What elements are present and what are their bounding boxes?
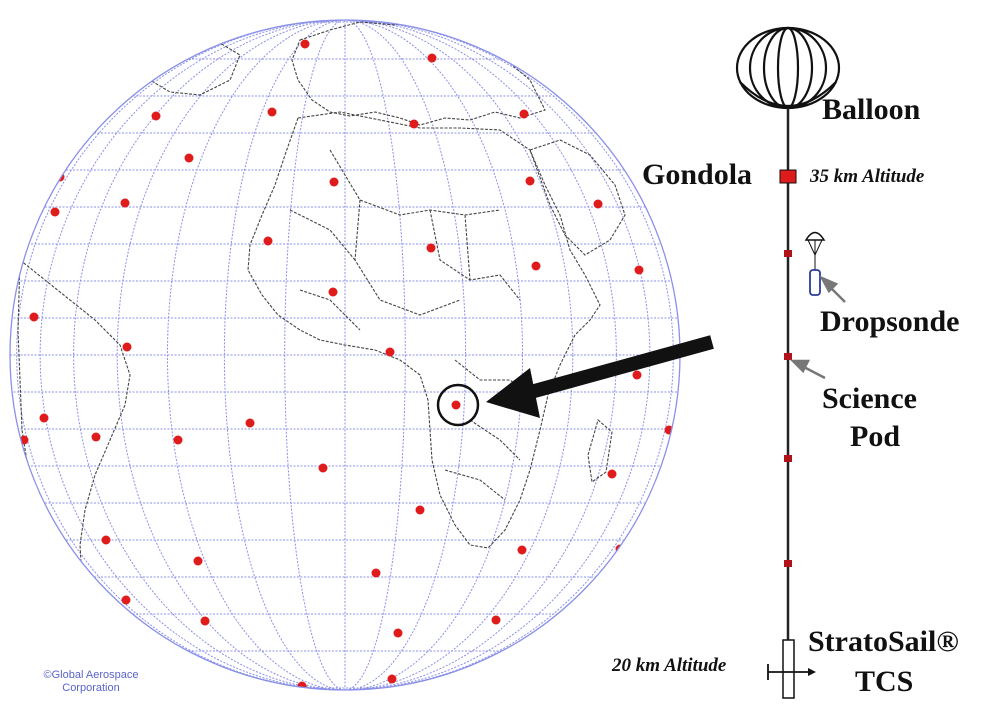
station-dot [318, 463, 328, 473]
station-dot [193, 556, 203, 566]
station-dot [487, 37, 497, 47]
station-dot [267, 107, 277, 117]
station-dot [184, 153, 194, 163]
station-dot [393, 628, 403, 638]
continent-outlines [17, 20, 626, 626]
station-dot [451, 400, 461, 410]
dropsonde-icon [804, 231, 826, 296]
globe [10, 8, 680, 690]
science-pod-label-1: Science [822, 382, 917, 415]
station-dot [415, 505, 425, 515]
station-dot [122, 342, 132, 352]
station-dot [29, 312, 39, 322]
station-dot [455, 683, 465, 690]
station-dot [120, 198, 130, 208]
tcs-icon [767, 639, 816, 699]
altitude-bottom-label: 20 km Altitude [612, 655, 727, 676]
station-dot [50, 207, 60, 217]
altitude-top-label: 35 km Altitude [810, 166, 925, 187]
balloon-label: Balloon [822, 93, 921, 126]
station-dot [329, 177, 339, 187]
station-dot [632, 370, 642, 380]
gondola-icon [779, 169, 797, 184]
station-dot [263, 236, 273, 246]
station-dot [387, 674, 397, 684]
station-dot [245, 418, 255, 428]
tether-node [784, 250, 792, 257]
meridian-line [39, 20, 651, 690]
stratosail-label-2: TCS [855, 665, 914, 698]
station-dot [409, 119, 419, 129]
stratosail-label-1: StratoSail® [808, 625, 959, 658]
station-dot [593, 199, 603, 209]
credit-line-1: ©Global Aerospace [43, 669, 139, 681]
station-dot [491, 615, 501, 625]
tether-node [784, 455, 792, 462]
pointer-arrow [789, 275, 846, 380]
station-dot [328, 287, 338, 297]
station-dot [101, 535, 111, 545]
station-dot [297, 681, 307, 690]
gondola-label: Gondola [642, 158, 753, 191]
station-dot [634, 265, 644, 275]
highlight-circle [436, 383, 480, 427]
station-dot [121, 595, 131, 605]
credit-line-2: Corporation [62, 682, 120, 694]
station-dot [39, 413, 49, 423]
dropsonde-label: Dropsonde [820, 305, 960, 338]
station-dot [427, 53, 437, 63]
lat-lon-grid [10, 20, 680, 690]
station-dot [371, 568, 381, 578]
station-dot [173, 435, 183, 445]
station-dot [300, 39, 310, 49]
station-dot [200, 616, 210, 626]
meridian-line [116, 20, 574, 690]
station-dot [151, 111, 161, 121]
station-dot [338, 8, 347, 17]
arrow-icon [486, 335, 714, 418]
station-dot [385, 347, 395, 357]
meridian-line [223, 20, 467, 690]
station-dot [541, 675, 551, 685]
station-dot [525, 176, 535, 186]
station-dot [517, 545, 527, 555]
station-dot [426, 243, 436, 253]
science-pod-icon [784, 353, 792, 360]
station-dot [238, 23, 248, 33]
station-dot [607, 469, 617, 479]
credit: ©Global Aerospace Corporation [28, 669, 154, 695]
station-dot [519, 109, 529, 119]
station-dot [213, 667, 223, 677]
station-dot [531, 261, 541, 271]
science-pod-label-2: Pod [850, 420, 901, 453]
station-dot [91, 432, 101, 442]
tether-node [784, 560, 792, 567]
